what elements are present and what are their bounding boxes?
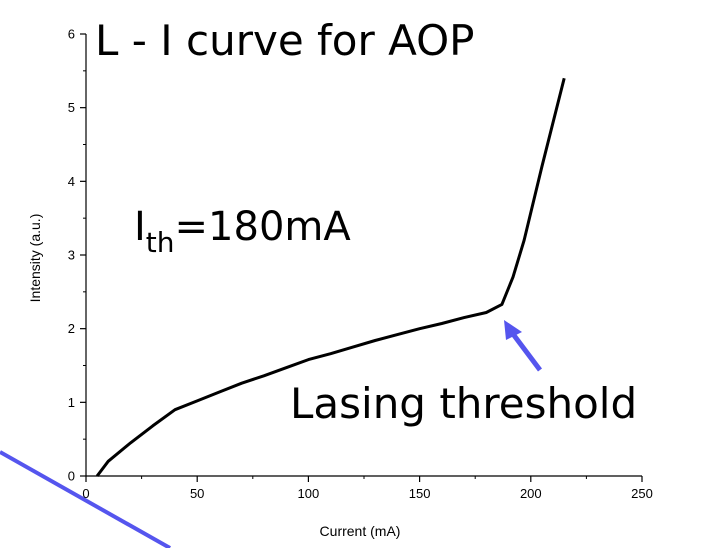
decorative-blue-line	[0, 450, 171, 548]
x-tick-label: 150	[409, 486, 431, 501]
ith-value: =180mA	[175, 204, 352, 250]
chart-title: L - I curve for AOP	[95, 16, 475, 65]
y-tick-label: 1	[68, 395, 75, 410]
tick-labels: 0 50 100 150 200 250 0 1 2 3 4 5 6	[68, 27, 653, 502]
y-tick-label: 2	[68, 321, 75, 336]
x-tick-label: 100	[298, 486, 320, 501]
tick-marks	[80, 33, 643, 482]
x-axis-title: Current (mA)	[320, 523, 401, 539]
x-tick-label: 250	[631, 486, 653, 501]
threshold-arrowhead	[504, 320, 522, 340]
y-axis-title: Intensity (a.u.)	[27, 214, 43, 303]
threshold-label: Lasing threshold	[290, 379, 637, 428]
y-tick-label: 5	[68, 100, 75, 115]
x-tick-label: 50	[190, 486, 204, 501]
series-line	[95, 77, 566, 477]
y-tick-label: 4	[68, 174, 75, 189]
y-tick-label: 6	[68, 27, 75, 42]
ith-symbol: I	[134, 204, 146, 250]
threshold-current-annotation: Ith=180mA	[134, 204, 351, 259]
y-tick-label: 3	[68, 248, 75, 263]
y-tick-label: 0	[68, 469, 75, 484]
x-tick-label: 200	[520, 486, 542, 501]
ith-subscript: th	[146, 226, 175, 259]
x-tick-label: 0	[82, 486, 89, 501]
threshold-arrow	[508, 328, 542, 372]
